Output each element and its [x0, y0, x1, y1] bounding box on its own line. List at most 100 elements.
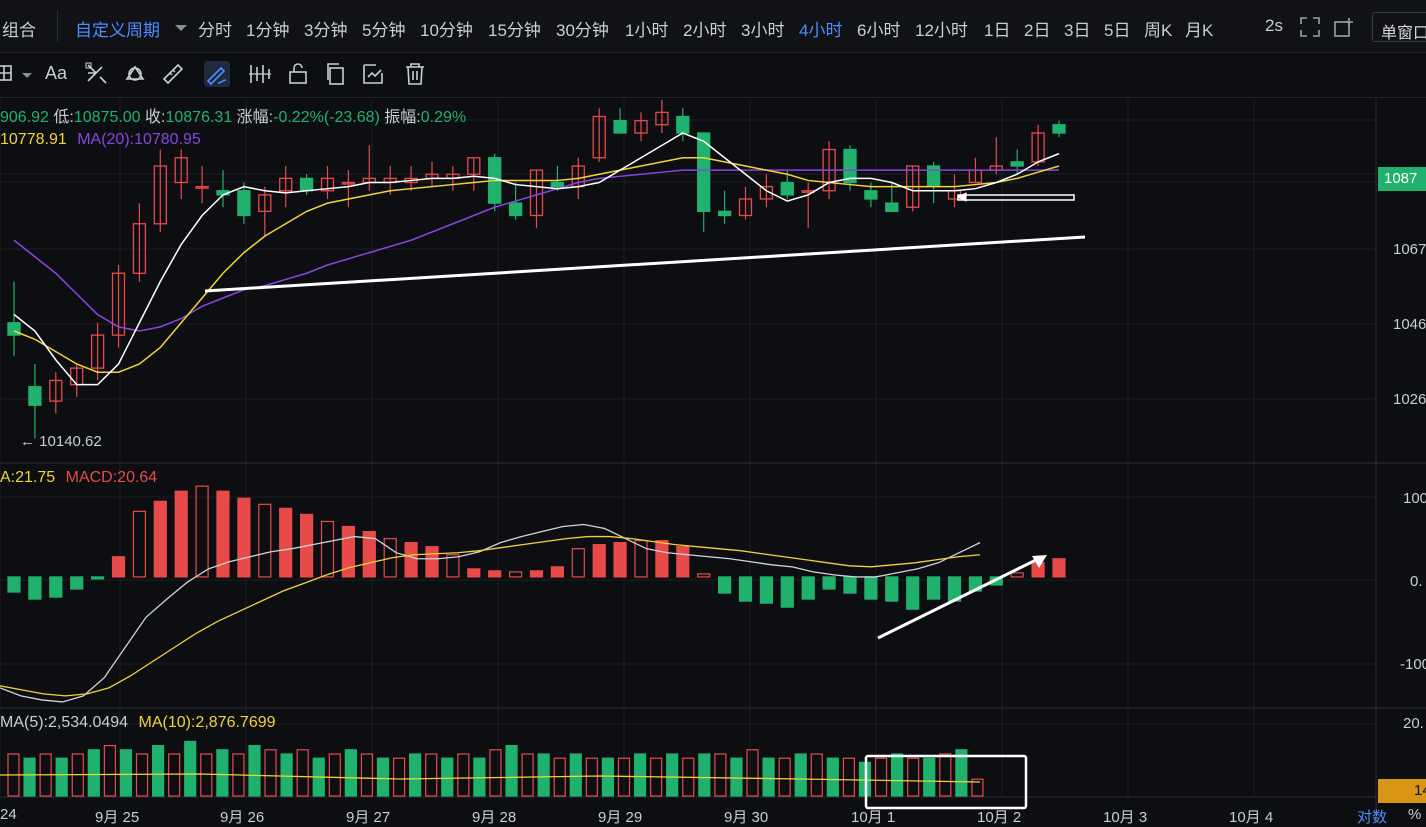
x-tick: 10月 1 [851, 809, 896, 826]
macd-bar [153, 500, 167, 578]
refresh-interval[interactable]: 2s [1265, 16, 1283, 35]
candle-body [780, 181, 794, 196]
ohlc-info: 906.92 低:10875.00 收:10876.31 涨幅:-0.22%(-… [0, 103, 466, 127]
candle-body [717, 210, 732, 217]
period-tab-3h[interactable]: 3小时 [741, 21, 785, 40]
volume-tick: 20. [1403, 715, 1424, 732]
candle-body [174, 157, 188, 184]
volume-bar [810, 753, 823, 797]
fullscreen-icon[interactable] [1300, 17, 1320, 37]
macd-bar [571, 548, 585, 578]
period-tab-1h[interactable]: 1小时 [625, 21, 669, 40]
text-icon[interactable]: Aa [45, 63, 68, 83]
macd-bar [362, 530, 376, 578]
combo-label[interactable]: 组合 [2, 21, 36, 40]
macd-bar [655, 540, 669, 578]
volume-bar [730, 757, 743, 797]
volume-bar [714, 753, 727, 797]
macd-bar [592, 544, 606, 578]
candle-body [237, 190, 251, 217]
lock-icon[interactable] [285, 61, 311, 87]
period-tab-3d[interactable]: 3日 [1064, 21, 1091, 40]
layout-icon[interactable] [0, 61, 20, 87]
macd-bar [132, 510, 146, 578]
volume-bar [296, 749, 309, 797]
period-tab-week[interactable]: 周K [1144, 21, 1173, 40]
volume-bar [151, 744, 165, 797]
period-tab-30m[interactable]: 30分钟 [556, 21, 609, 40]
candle-body [153, 165, 167, 225]
period-tab-2d[interactable]: 2日 [1024, 21, 1051, 40]
period-tab-5m[interactable]: 5分钟 [362, 21, 406, 40]
custom-period-button[interactable]: 自定义周期 [75, 21, 160, 40]
chevron-down-icon[interactable] [175, 25, 187, 31]
period-tab-10m[interactable]: 10分钟 [420, 21, 473, 40]
high-value: 906.92 [0, 109, 49, 126]
period-tab-month[interactable]: 月K [1185, 21, 1214, 40]
macd-bar [341, 525, 355, 578]
period-tab-3m[interactable]: 3分钟 [304, 21, 348, 40]
volume-bar [666, 753, 679, 797]
period-bar: 组合 自定义周期 分时 1分钟 3分钟 5分钟 10分钟 15分钟 30分钟 1… [0, 0, 1426, 53]
vol-ma10-value: MA(10):2,876.7699 [138, 714, 276, 731]
period-tab-4h[interactable]: 4小时 [799, 21, 843, 40]
candle-body [508, 202, 523, 217]
x-tick: 9月 27 [346, 809, 391, 826]
ma20-line [13, 169, 1059, 332]
macd-dea-line [0, 535, 981, 697]
percent-scale-toggle[interactable]: % [1408, 806, 1422, 823]
candle-body [320, 177, 335, 192]
volume-bar [264, 749, 277, 797]
candle-body [759, 185, 774, 200]
volume-bar [907, 757, 920, 797]
pattern-icon[interactable] [122, 61, 148, 87]
volume-bar [280, 753, 293, 797]
draw-icon[interactable] [204, 61, 230, 87]
low-price-marker: ← 10140.62 [20, 433, 102, 450]
x-tick: 10月 2 [977, 809, 1022, 826]
candle-body [467, 157, 481, 175]
volume-bar [441, 757, 454, 797]
period-tab-1d[interactable]: 1日 [984, 21, 1011, 40]
period-tab-1m[interactable]: 1分钟 [246, 21, 290, 40]
macd-bar [1052, 558, 1066, 578]
macd-bar [49, 576, 63, 598]
macd-bar [1010, 572, 1024, 578]
single-window-button[interactable]: 单窗口 [1372, 12, 1426, 42]
vol-ma5-value: MA(5):2,534.0494 [0, 714, 129, 731]
volume-bar [537, 753, 550, 797]
macd-bar [467, 568, 481, 578]
period-tab-6h[interactable]: 6小时 [857, 21, 901, 40]
period-tab-分时[interactable]: 分时 [198, 21, 232, 40]
candle-body [634, 119, 648, 134]
volume-bar [216, 749, 229, 797]
x-tick: 9月 25 [95, 809, 140, 826]
settings-icon[interactable] [361, 61, 387, 87]
period-tab-15m[interactable]: 15分钟 [488, 21, 541, 40]
log-scale-toggle[interactable]: 对数 [1357, 809, 1388, 826]
volume-bar [955, 749, 968, 797]
ruler-icon[interactable] [160, 61, 186, 87]
macd-bar [111, 556, 126, 578]
ma-value: 10778.91 [0, 131, 67, 148]
fib-icon[interactable] [84, 61, 110, 87]
copy-icon[interactable] [323, 61, 349, 87]
period-tab-5d[interactable]: 5日 [1104, 21, 1131, 40]
volume-bar [409, 753, 422, 797]
macd-bar [7, 576, 21, 593]
trash-icon[interactable] [402, 61, 428, 87]
volume-bar [891, 753, 904, 797]
macd-bar [279, 507, 293, 578]
macd-bar [90, 576, 105, 580]
indicator-icon[interactable] [246, 61, 272, 87]
period-tab-12h[interactable]: 12小时 [915, 21, 968, 40]
macd-tick: 0. [1410, 573, 1423, 590]
period-tab-2h[interactable]: 2小时 [683, 21, 727, 40]
volume-bar [939, 753, 952, 797]
volume-bar [457, 753, 470, 797]
amplitude-label: 振幅: [384, 109, 421, 126]
volume-bar [762, 757, 775, 797]
window-icon[interactable] [1334, 17, 1356, 37]
chevron-down-icon[interactable] [22, 73, 32, 78]
